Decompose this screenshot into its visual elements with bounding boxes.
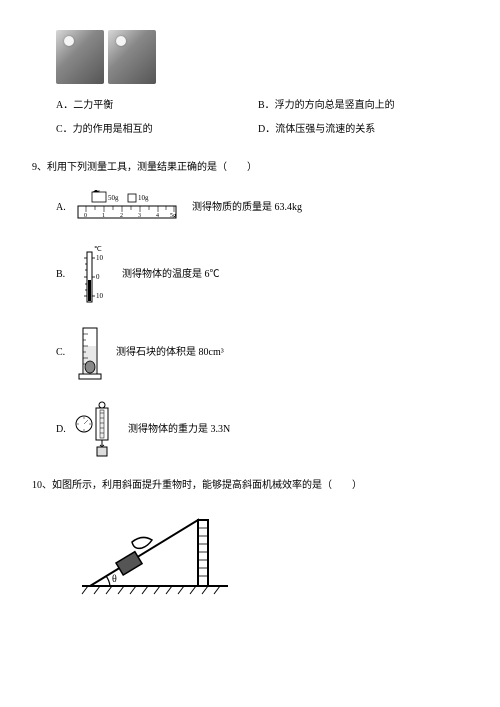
q9-option-a: A. 50g 10g 0 1 2 3 4 5g 测得物质的质量是 63.4kg <box>56 190 460 226</box>
q8-option-c: C．力的作用是相互的 <box>56 122 258 138</box>
q8-option-a: A．二力平衡 <box>56 98 258 114</box>
svg-text:3: 3 <box>138 213 141 219</box>
svg-text:5g: 5g <box>170 213 176 219</box>
q9-option-c: C. 测得石块的体积是 80cm³ <box>56 324 460 382</box>
opt-text: 测得石块的体积是 80cm³ <box>116 345 224 361</box>
svg-text:10: 10 <box>96 254 104 262</box>
svg-text:1: 1 <box>102 213 105 219</box>
q10-stem: 10、如图所示，利用斜面提升重物时，能够提高斜面机械效率的是（ ） <box>32 478 460 494</box>
inclined-plane-figure: θ <box>80 508 460 604</box>
svg-text:2: 2 <box>120 213 123 219</box>
q8-photo-2 <box>108 30 156 84</box>
svg-text:℃: ℃ <box>94 245 102 253</box>
svg-text:50g: 50g <box>108 194 119 202</box>
svg-text:4: 4 <box>156 213 159 219</box>
svg-text:10: 10 <box>96 292 104 300</box>
q9-stem: 9、利用下列测量工具，测量结果正确的是（ ） <box>32 160 460 176</box>
spring-scale-icon <box>74 400 120 460</box>
opt-text: 测得物体的温度是 6℃ <box>122 267 220 283</box>
q8-options: A．二力平衡 B．浮力的方向总是竖直向上的 C．力的作用是相互的 D．流体压强与… <box>56 98 460 146</box>
q8-photo-1 <box>56 30 104 84</box>
opt-text: 测得物体的重力是 3.3N <box>128 422 230 438</box>
graduated-cylinder-icon <box>74 324 108 382</box>
svg-text:0: 0 <box>96 273 100 281</box>
q8-photo-row <box>56 30 460 84</box>
q9-option-b: B. ℃ 10 0 10 测得物体的温度是 6℃ <box>56 244 460 306</box>
angle-label: θ <box>112 574 117 585</box>
thermometer-icon: ℃ 10 0 10 <box>74 244 114 306</box>
opt-label: A. <box>56 200 74 216</box>
q9-option-d: D. 测得物体的重力是 3.3N <box>56 400 460 460</box>
opt-label: C. <box>56 345 74 361</box>
q8-option-d: D．流体压强与流速的关系 <box>258 122 460 138</box>
opt-text: 测得物质的质量是 63.4kg <box>192 200 302 216</box>
svg-text:10g: 10g <box>138 194 149 202</box>
opt-label: B. <box>56 267 74 283</box>
q8-option-b: B．浮力的方向总是竖直向上的 <box>258 98 460 114</box>
svg-text:0: 0 <box>84 213 87 219</box>
balance-ruler-icon: 50g 10g 0 1 2 3 4 5g <box>74 190 184 226</box>
opt-label: D. <box>56 422 74 438</box>
